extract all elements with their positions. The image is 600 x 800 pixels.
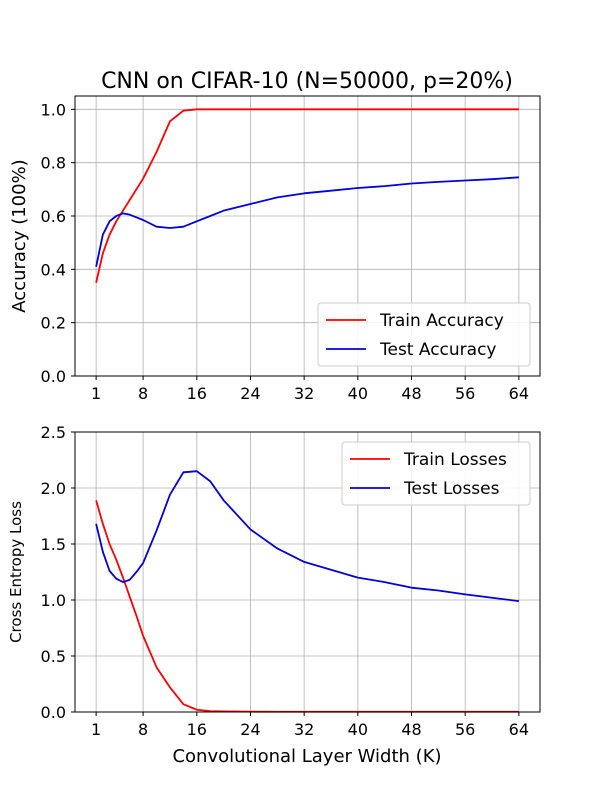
loss-panel: 1 8 16 24 32 40 48 56 64 0.0 0.5 1.0 1.5 2.0 2.5 Cross … xyxy=(7,423,541,739)
y-tick-label: 2.0 xyxy=(41,479,66,498)
x-tick-label: 64 xyxy=(509,720,529,739)
chart-title: CNN on CIFAR-10 (N=50000, p=20%) xyxy=(101,69,513,94)
x-tick-label: 16 xyxy=(187,384,207,403)
x-tick-label: 40 xyxy=(348,720,368,739)
x-tick-label: 1 xyxy=(91,384,101,403)
axes-frame xyxy=(74,95,541,377)
y-tick-label: 0.5 xyxy=(41,647,66,666)
legend xyxy=(317,302,531,367)
y-tick-label: 0.0 xyxy=(41,703,66,722)
y-tick-label: 0.6 xyxy=(41,207,66,226)
x-axis-label: Convolutional Layer Width (K) xyxy=(172,746,441,767)
y-tick-label: 1.5 xyxy=(41,535,66,554)
y-axis-label: Accuracy (100%) xyxy=(9,159,30,312)
x-tick-label: 40 xyxy=(348,384,368,403)
x-tick-label: 24 xyxy=(240,384,260,403)
y-tick-label: 0.2 xyxy=(41,314,66,333)
legend xyxy=(341,441,531,506)
x-tick-label: 64 xyxy=(509,384,529,403)
y-tick-label: 1.0 xyxy=(41,100,66,119)
y-tick-label: 1.0 xyxy=(41,591,66,610)
x-tick-label: 24 xyxy=(240,720,260,739)
x-tick-label: 56 xyxy=(455,384,475,403)
x-tick-label: 1 xyxy=(91,720,101,739)
x-tick-label: 48 xyxy=(401,384,421,403)
legend-label-1: Test Accuracy xyxy=(379,340,497,360)
x-tick-label: 8 xyxy=(138,720,148,739)
y-tick-label: 0.4 xyxy=(41,260,66,279)
x-tick-label: 16 xyxy=(187,720,207,739)
y-tick-label: 0.0 xyxy=(41,367,66,386)
x-tick-label: 32 xyxy=(294,384,314,403)
y-tick-label: 2.5 xyxy=(41,423,66,442)
legend-label-0: Train Losses xyxy=(403,450,507,470)
axes-frame xyxy=(74,431,541,713)
x-tick-label: 8 xyxy=(138,384,148,403)
legend-label-1: Test Losses xyxy=(403,479,500,499)
accuracy-panel: 1 8 16 24 32 40 48 56 64 0.0 0.2 0.4 0.6 0.8 1.0 Accura… xyxy=(9,95,541,403)
y-tick-label: 0.8 xyxy=(41,154,66,173)
x-tick-label: 32 xyxy=(294,720,314,739)
series-line-1 xyxy=(95,176,519,267)
x-tick-label: 48 xyxy=(401,720,421,739)
series-line-0 xyxy=(95,500,519,713)
legend-label-0: Train Accuracy xyxy=(379,311,504,331)
x-tick-label: 56 xyxy=(455,720,475,739)
series-line-0 xyxy=(95,108,519,283)
y-axis-label: Cross Entropy Loss xyxy=(7,501,25,643)
series-line-1 xyxy=(95,470,519,603)
